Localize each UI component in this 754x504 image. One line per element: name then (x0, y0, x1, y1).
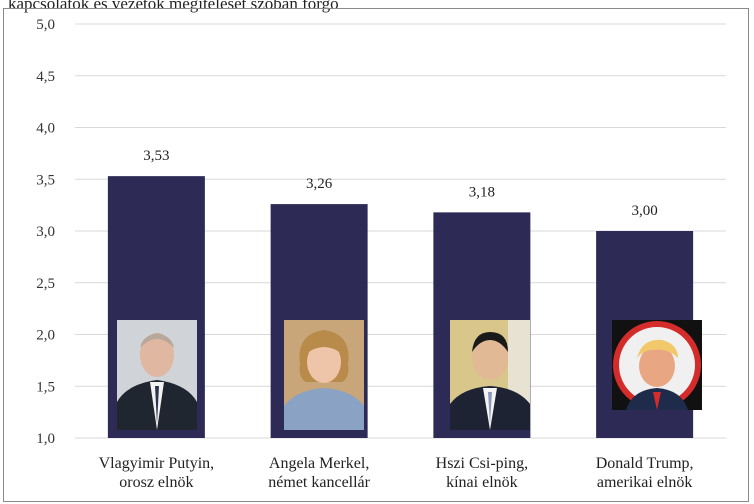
y-tick-label: 1,0 (36, 431, 55, 447)
y-tick-label: 2,5 (36, 276, 55, 292)
category-label: Donald Trump, (596, 455, 694, 472)
y-tick-label: 4,0 (36, 121, 55, 137)
value-label: 3,18 (469, 184, 495, 200)
y-tick-label: 1,5 (36, 379, 55, 395)
y-tick-label: 3,0 (36, 224, 55, 240)
value-label: 3,26 (306, 176, 333, 192)
header-text: kapcsolatok és vezetők megitélését szóba… (8, 0, 339, 13)
xi-portrait (450, 320, 530, 430)
y-tick-label: 3,5 (36, 172, 55, 188)
category-label: német kancellár (268, 474, 370, 491)
y-axis-ticks: 1,0 1,5 2,0 2,5 3,0 3,5 4,0 4,5 5,0 (36, 17, 55, 447)
value-label: 3,53 (143, 148, 169, 164)
chart-frame (3, 8, 749, 502)
value-labels: 3,53 3,26 3,18 3,00 (143, 148, 658, 219)
category-label: Angela Merkel, (269, 455, 369, 472)
category-label: amerikai elnök (597, 474, 693, 491)
value-label: 3,00 (632, 203, 658, 219)
category-labels: Vlagyimir Putyin, orosz elnök Angela Merke… (99, 455, 694, 491)
y-tick-label: 2,0 (36, 328, 55, 344)
portraits (117, 320, 702, 430)
trump-portrait (612, 320, 702, 410)
category-label: orosz elnök (119, 474, 193, 491)
category-label: Hszi Csi-ping, (436, 455, 528, 472)
merkel-portrait (284, 320, 364, 430)
category-label: kínai elnök (446, 474, 518, 491)
y-tick-label: 4,5 (36, 69, 55, 85)
y-tick-label: 5,0 (36, 17, 55, 33)
putin-portrait (117, 320, 197, 430)
category-label: Vlagyimir Putyin, (99, 455, 215, 472)
